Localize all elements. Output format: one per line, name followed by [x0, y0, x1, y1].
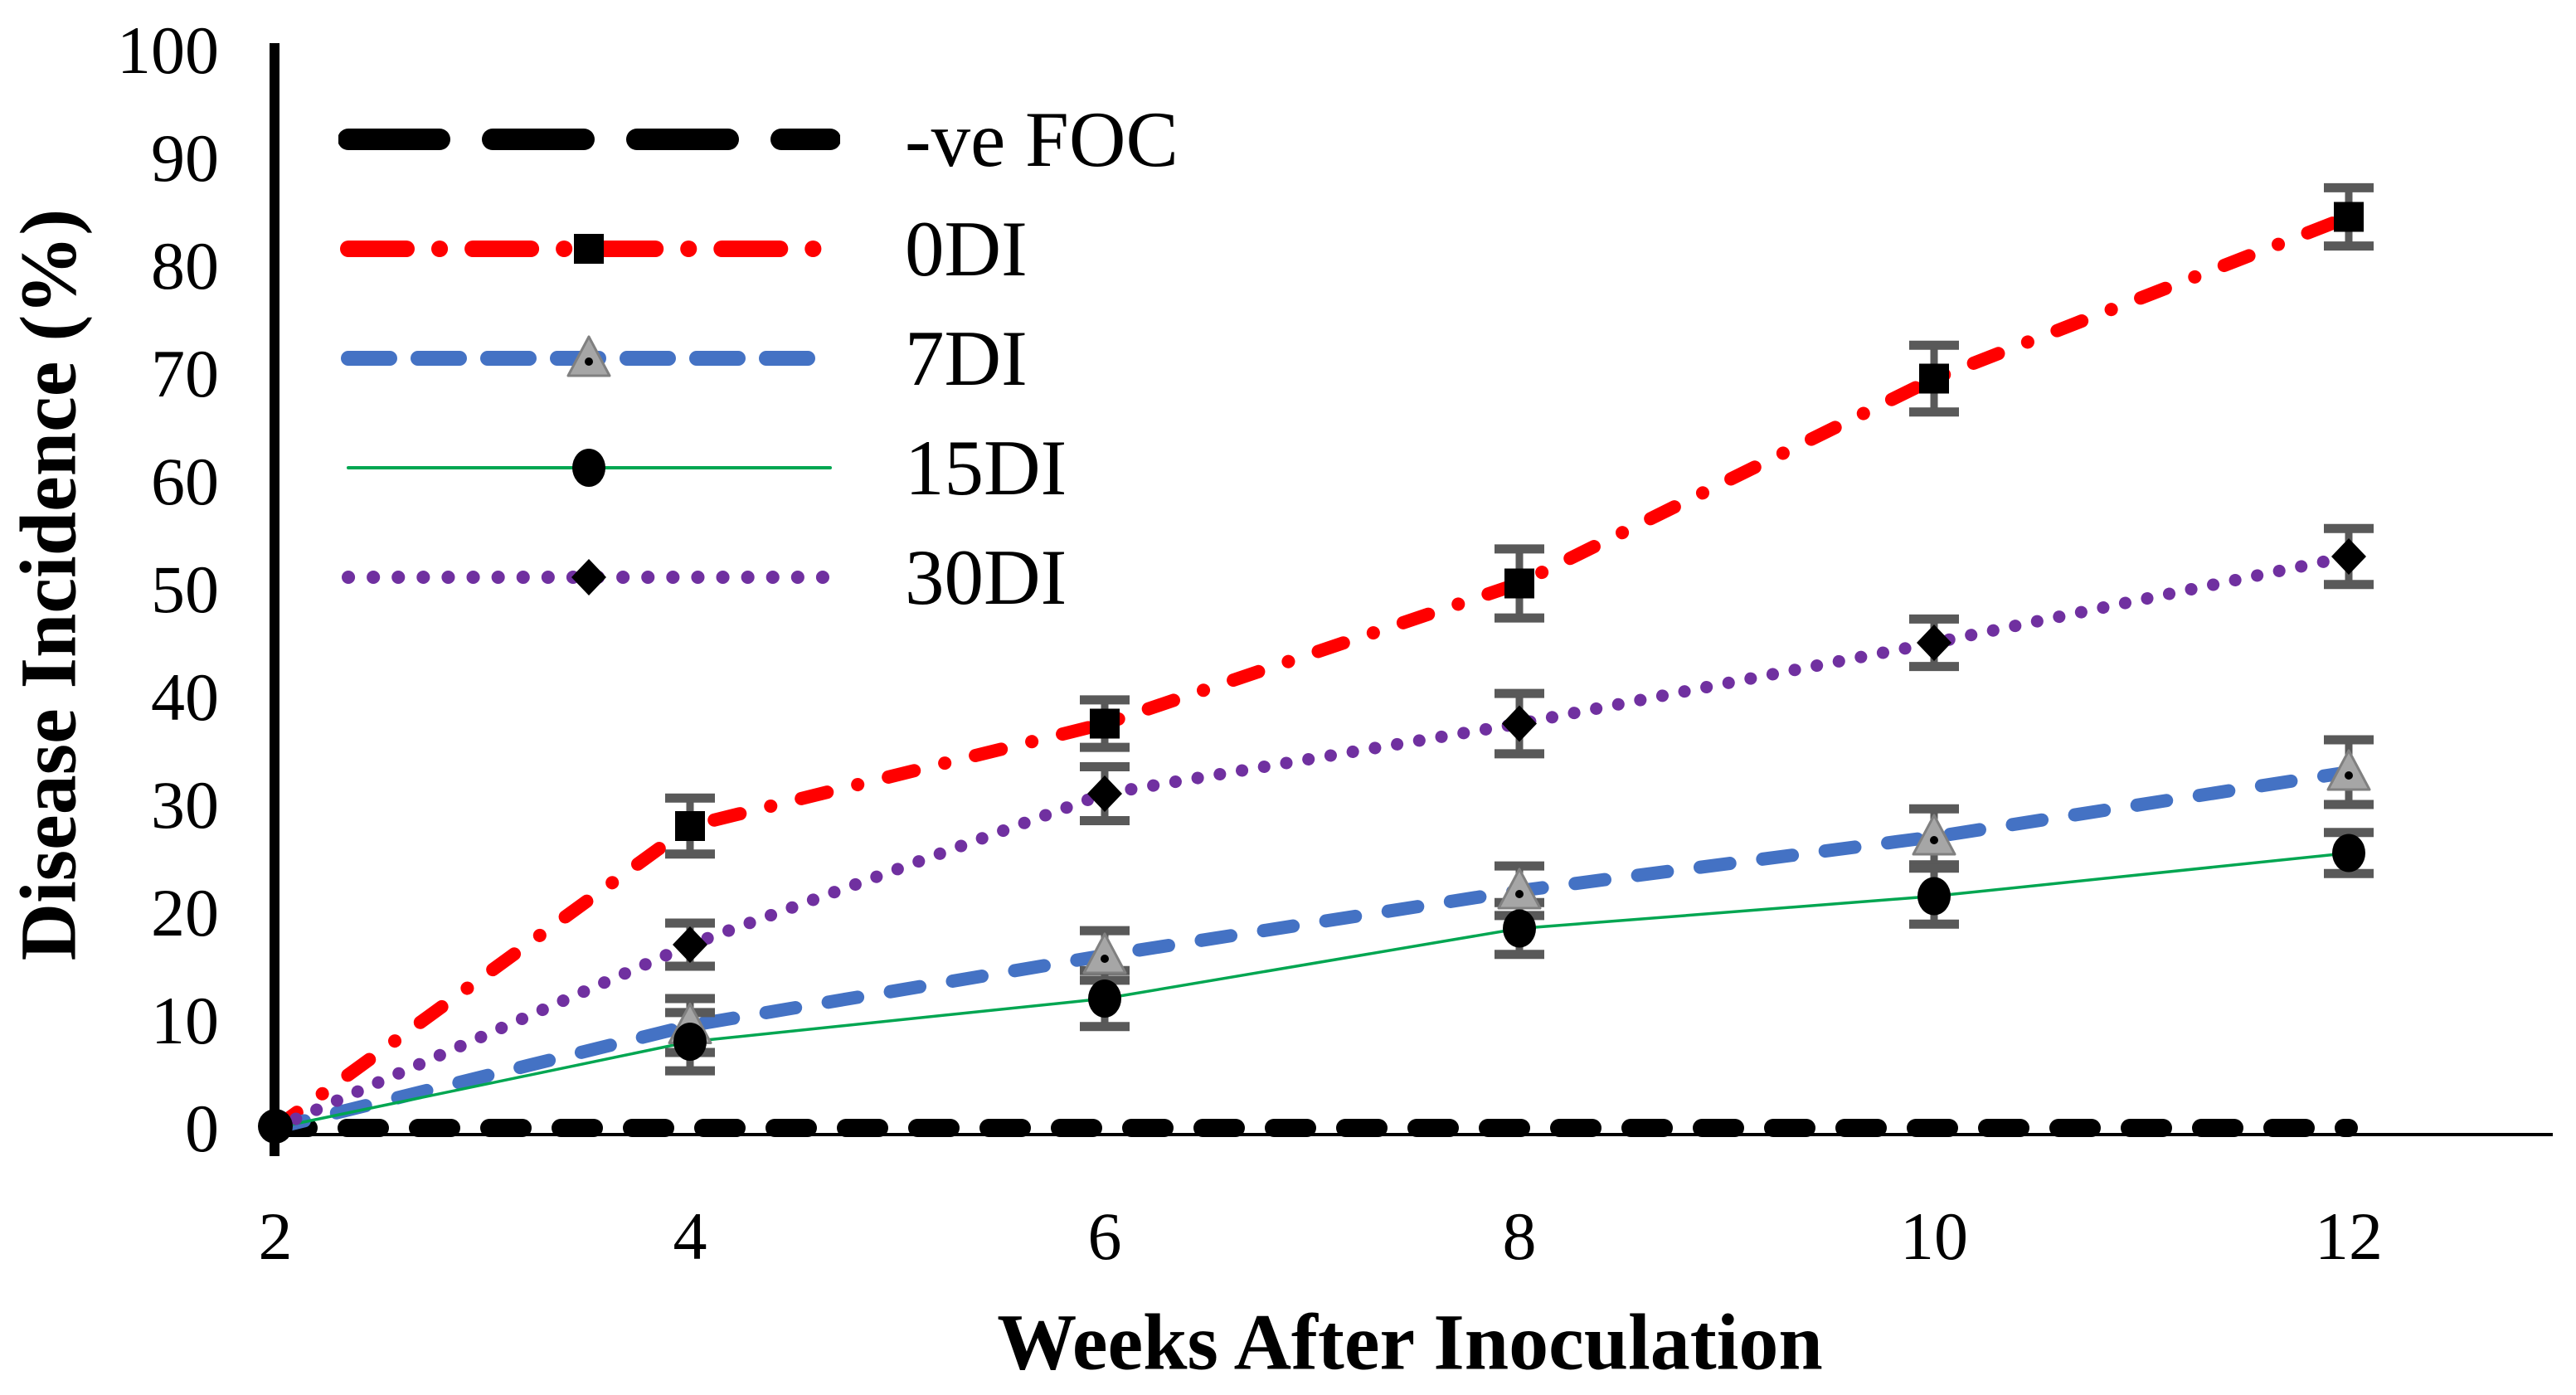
svg-text:100: 100	[117, 12, 219, 88]
svg-text:6: 6	[1088, 1198, 1122, 1274]
legend-line-sample	[340, 234, 838, 264]
svg-text:4: 4	[673, 1198, 707, 1274]
legend-label: 15DI	[905, 423, 1067, 512]
svg-text:80: 80	[151, 228, 219, 304]
legend-line-sample	[347, 449, 832, 487]
svg-text:2: 2	[259, 1198, 293, 1274]
legend-item-0di: 0DI	[338, 202, 1179, 295]
legend-label: 30DI	[905, 532, 1067, 621]
svg-text:50: 50	[151, 552, 219, 627]
legend-line-sample	[342, 559, 837, 595]
svg-text:70: 70	[151, 336, 219, 411]
legend-label: 7DI	[905, 314, 1028, 402]
legend-item-15di: 15DI	[338, 421, 1179, 514]
svg-text:12: 12	[2315, 1198, 2383, 1274]
y-axis-title: Disease Incidence (%)	[3, 208, 93, 961]
svg-text:8: 8	[1503, 1198, 1537, 1274]
svg-text:90: 90	[151, 120, 219, 196]
legend-item-7di: 7DI	[338, 312, 1179, 405]
svg-text:20: 20	[151, 875, 219, 950]
svg-text:10: 10	[1900, 1198, 1968, 1274]
svg-text:30: 30	[151, 767, 219, 843]
legend-line-sample	[341, 335, 838, 377]
legend-label: -ve FOC	[905, 95, 1179, 183]
legend: -ve FOC 0DI 7DI 15DI 30DI	[338, 93, 1179, 624]
svg-text:60: 60	[151, 444, 219, 519]
x-axis-title: Weeks After Inoculation	[997, 1297, 1823, 1387]
legend-label: 0DI	[905, 204, 1028, 293]
svg-text:0: 0	[185, 1091, 219, 1166]
legend-line-sample	[338, 129, 840, 150]
svg-text:10: 10	[151, 983, 219, 1058]
svg-text:40: 40	[151, 659, 219, 735]
legend-item-ve-foc: -ve FOC	[338, 93, 1179, 186]
legend-item-30di: 30DI	[338, 531, 1179, 624]
